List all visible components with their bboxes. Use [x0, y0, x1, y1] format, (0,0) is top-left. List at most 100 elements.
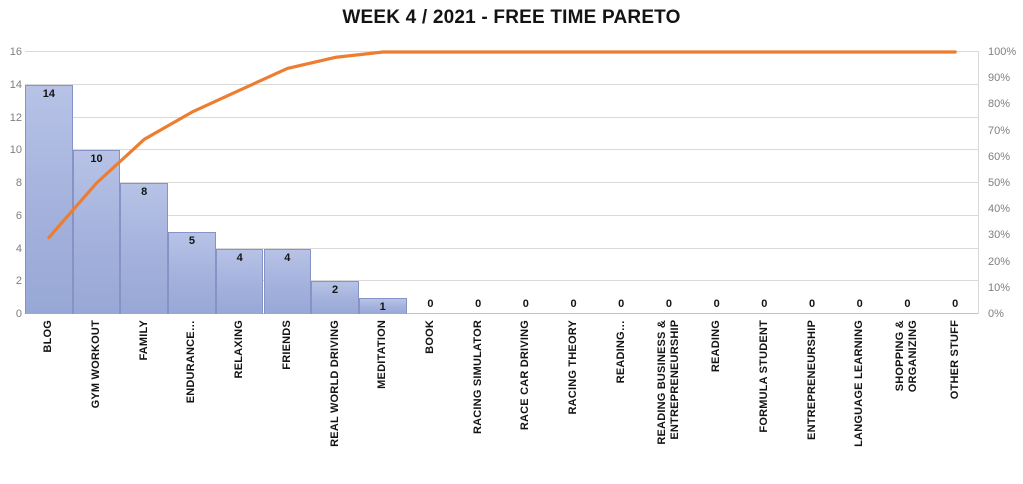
- gridline: [25, 83, 979, 85]
- x-axis-label: FORMULA STUDENT: [757, 320, 770, 433]
- y-axis-right-tick: 30%: [988, 229, 1011, 242]
- bar-value-label: 5: [188, 235, 195, 248]
- bar-value-label: 2: [331, 284, 339, 297]
- bar: [263, 248, 312, 314]
- x-axis-label-slot: READING: [693, 320, 741, 484]
- x-axis-label-slot: READING…: [597, 320, 645, 484]
- y-axis-right-tick: 100%: [988, 46, 1017, 58]
- gridline: [25, 149, 979, 151]
- gridline: [25, 182, 979, 183]
- x-axis-label: OTHER STUFF: [948, 320, 961, 400]
- bar: [168, 232, 216, 314]
- bar-value-label: 0: [522, 298, 529, 310]
- bar-value-label: 0: [904, 298, 911, 310]
- x-axis-label-slot: RACE CAR DRIVING: [502, 320, 550, 484]
- plot-area: 14 10 8 5 4 4 2 1 0 0 0 0 0 0 0 0 0 0 0 0: [25, 51, 979, 314]
- x-axis-label-slot: FORMULA STUDENT: [741, 320, 789, 484]
- x-axis-label-slot: RACING SIMULATOR: [454, 320, 502, 484]
- bar-value-label: 0: [952, 298, 959, 310]
- bar: [358, 297, 407, 314]
- bar: [311, 281, 359, 314]
- y-axis-right-tick: 20%: [988, 255, 1011, 268]
- x-axis-label-slot: LANGUAGE LEARNING: [836, 320, 884, 484]
- x-axis-label-slot: FRIENDS: [264, 320, 312, 484]
- x-axis-label: READING: [710, 320, 723, 373]
- bar-value-label: 1: [379, 300, 386, 313]
- x-axis-label: MEDITATION: [376, 320, 389, 389]
- y-axis-right-tick: 70%: [988, 124, 1011, 137]
- x-axis-label: ENDURANCE…: [185, 320, 198, 404]
- y-axis-right-tick: 80%: [988, 98, 1011, 111]
- y-axis-left-tick: 10: [9, 144, 22, 157]
- y-axis-left-tick: 16: [9, 46, 22, 58]
- bar: [120, 183, 169, 314]
- bar-value-label: 0: [665, 298, 672, 310]
- bar-value-label: 0: [427, 298, 434, 310]
- x-axis-label-slot: SHOPPING & ORGANIZING: [884, 320, 932, 484]
- y-axis-left-tick: 14: [9, 78, 22, 91]
- gridline: [25, 116, 979, 118]
- x-axis-label: RACE CAR DRIVING: [519, 320, 532, 431]
- x-axis-label-slot: MEDITATION: [359, 320, 407, 484]
- bar: [72, 150, 121, 314]
- bar-value-label: 0: [808, 298, 816, 310]
- bar-value-label: 0: [618, 298, 625, 310]
- y-axis-left-tick: 12: [9, 111, 22, 124]
- gridline: [25, 280, 979, 282]
- bar: [25, 84, 73, 314]
- y-axis-left-tick: 2: [15, 275, 22, 288]
- y-axis-right-tick: 90%: [988, 72, 1011, 85]
- x-axis-label: GYM WORKOUT: [90, 320, 103, 409]
- bar-value-label: 4: [236, 251, 243, 264]
- bar-value-label: 0: [570, 298, 577, 310]
- cumulative-line: [47, 50, 957, 240]
- x-axis-label-slot: RELAXING: [216, 320, 264, 484]
- gridline: [25, 313, 979, 314]
- bar-value-label: 0: [475, 298, 482, 310]
- y-axis-left-tick: 6: [15, 209, 22, 222]
- x-axis-label-slot: GYM WORKOUT: [73, 320, 121, 484]
- x-axis-label: LANGUAGE LEARNING: [853, 320, 866, 447]
- x-axis-label-slot: FAMILY: [120, 320, 168, 484]
- x-axis-label-slot: BLOG: [25, 320, 73, 484]
- chart-title: WEEK 4 / 2021 - FREE TIME PARETO: [342, 7, 681, 28]
- y-axis-right-tick: 0%: [988, 308, 1004, 320]
- x-axis-label: REAL WORLD DRIVING: [328, 320, 341, 447]
- bar-value-label: 8: [141, 186, 148, 198]
- bar-value-label: 14: [42, 87, 55, 100]
- x-axis-label: RACING SIMULATOR: [471, 320, 484, 435]
- x-axis-label-slot: READING BUSINESS & ENTREPRENEURSHIP: [645, 320, 693, 484]
- y-axis-right-tick: 50%: [988, 177, 1011, 189]
- x-axis-label: RACING THEORY: [567, 320, 580, 415]
- y-axis-right-tick: 40%: [988, 203, 1011, 216]
- bar-value-label: 0: [761, 298, 768, 310]
- x-axis-label: SHOPPING & ORGANIZING: [894, 320, 920, 393]
- plot-right-border: [978, 52, 979, 314]
- x-axis-label-slot: REAL WORLD DRIVING: [311, 320, 359, 484]
- bar-value-label: 4: [284, 251, 291, 264]
- x-axis-label: BOOK: [423, 320, 436, 354]
- gridline: [25, 247, 979, 249]
- x-axis-label: FAMILY: [137, 320, 150, 361]
- cumulative-line-svg: [47, 50, 957, 240]
- bar-value-label: 10: [90, 153, 103, 166]
- gridline: [25, 214, 979, 216]
- y-axis-right-tick: 60%: [988, 150, 1011, 163]
- y-axis-left-tick: 4: [15, 242, 22, 255]
- x-axis-label-slot: ENTREPRENEURSHIP: [788, 320, 836, 484]
- x-axis-label: READING…: [614, 320, 627, 384]
- x-axis-label-slot: OTHER STUFF: [931, 320, 979, 484]
- y-axis-right-tick: 10%: [988, 281, 1011, 294]
- x-axis-label: RELAXING: [233, 320, 246, 379]
- y-axis-left-tick: 8: [15, 177, 22, 189]
- x-axis-label: ENTREPRENEURSHIP: [805, 320, 818, 440]
- y-axis-left-tick: 0: [15, 308, 22, 320]
- x-axis-label-slot: BOOK: [407, 320, 455, 484]
- bar-value-label: 0: [713, 298, 720, 310]
- x-axis-label: READING BUSINESS & ENTREPRENEURSHIP: [655, 320, 681, 445]
- bar-value-label: 0: [856, 298, 863, 310]
- bar: [215, 248, 264, 314]
- x-axis-label: BLOG: [42, 320, 55, 353]
- x-axis-label-slot: ENDURANCE…: [168, 320, 216, 484]
